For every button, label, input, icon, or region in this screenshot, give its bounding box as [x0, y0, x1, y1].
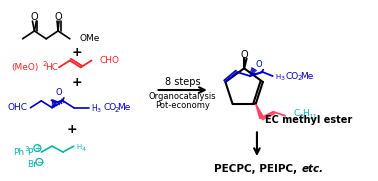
Text: 3: 3	[280, 77, 285, 81]
Text: P: P	[28, 148, 33, 157]
Text: +: +	[71, 46, 82, 59]
Text: OHC: OHC	[8, 103, 28, 112]
Text: +: +	[71, 76, 82, 89]
Polygon shape	[256, 104, 263, 119]
Text: +: +	[67, 123, 77, 136]
Text: H: H	[302, 109, 309, 118]
Text: Me: Me	[117, 103, 130, 112]
Text: O: O	[54, 12, 62, 22]
Text: +: +	[34, 144, 40, 153]
Text: etc.: etc.	[301, 164, 323, 174]
Text: H: H	[276, 74, 281, 80]
Text: 2: 2	[114, 107, 119, 113]
Text: O: O	[240, 50, 248, 60]
Text: 8 steps: 8 steps	[165, 77, 200, 87]
Text: (MeO): (MeO)	[11, 63, 38, 72]
Text: 2: 2	[42, 61, 46, 67]
Text: OMe: OMe	[80, 34, 100, 43]
Text: 2: 2	[297, 75, 302, 81]
Text: Br: Br	[28, 160, 37, 169]
Text: O: O	[31, 12, 38, 22]
Text: Me: Me	[300, 71, 314, 81]
Text: 11: 11	[308, 114, 317, 120]
Text: EC methyl ester: EC methyl ester	[265, 115, 352, 125]
Text: HC: HC	[45, 63, 58, 72]
Text: H: H	[91, 104, 97, 113]
Text: Ph: Ph	[13, 148, 24, 157]
Text: H: H	[77, 144, 82, 150]
Text: CO: CO	[285, 71, 299, 81]
Text: PECPC, PEIPC,: PECPC, PEIPC,	[214, 164, 300, 174]
Text: −: −	[36, 157, 43, 166]
Text: 5: 5	[299, 114, 304, 120]
Text: 4: 4	[82, 147, 86, 151]
Text: 3: 3	[96, 108, 101, 113]
Text: CHO: CHO	[99, 56, 119, 65]
Text: O: O	[55, 88, 62, 97]
Text: CO: CO	[103, 103, 116, 112]
Text: 3: 3	[25, 146, 29, 152]
Text: C: C	[293, 109, 299, 118]
Text: Organocatalysis: Organocatalysis	[149, 92, 217, 101]
Text: Pot-economy: Pot-economy	[155, 101, 210, 110]
Text: O: O	[255, 60, 262, 69]
